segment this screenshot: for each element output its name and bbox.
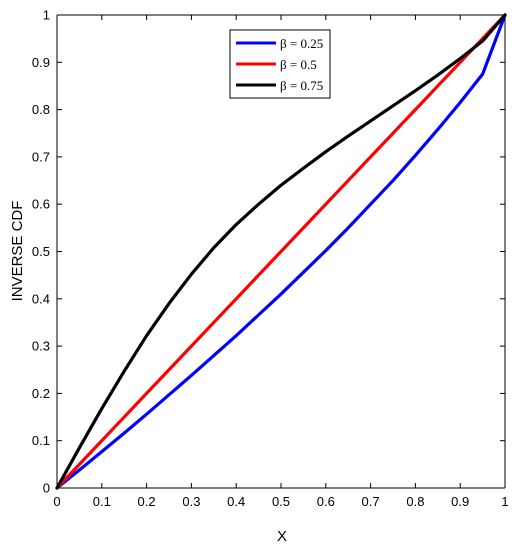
x-tick-label: 0.5 <box>272 494 290 509</box>
series-line-2 <box>55 13 507 490</box>
series-line-1 <box>55 13 507 490</box>
y-tick-label: 0.7 <box>32 149 50 164</box>
legend: β = 0.25 β = 0.5 β = 0.75 <box>229 29 331 99</box>
y-tick-label: 0.1 <box>32 433 50 448</box>
x-tick-label: 0 <box>53 494 60 509</box>
y-axis-title: INVERSE CDF <box>9 201 26 302</box>
x-tick-label: 1 <box>501 494 508 509</box>
y-tick-label: 0.9 <box>32 55 50 70</box>
x-tick-label: 0.6 <box>317 494 335 509</box>
x-tick-label: 0.9 <box>451 494 469 509</box>
x-axis-title: X <box>277 528 287 545</box>
legend-label-1: β = 0.25 <box>280 36 323 51</box>
legend-entry-1: β = 0.25 <box>236 36 323 51</box>
y-tick-label: 0.5 <box>32 244 50 259</box>
y-tick-label: 0 <box>43 481 50 496</box>
legend-entry-3: β = 0.75 <box>236 78 323 93</box>
x-tick-label: 0.2 <box>138 494 156 509</box>
x-tick-label: 0.8 <box>406 494 424 509</box>
y-tick-label: 0.3 <box>32 339 50 354</box>
x-tick-label: 0.1 <box>93 494 111 509</box>
y-tick-label: 0.6 <box>32 197 50 212</box>
x-tick-label: 0.4 <box>227 494 245 509</box>
series-layer <box>55 13 507 490</box>
y-tick-label: 0.8 <box>32 102 50 117</box>
legend-label-3: β = 0.75 <box>280 78 323 93</box>
y-tick-label: 0.2 <box>32 386 50 401</box>
y-tick-label: 0.4 <box>32 291 50 306</box>
legend-label-2: β = 0.5 <box>280 57 317 72</box>
legend-entry-2: β = 0.5 <box>236 57 317 72</box>
series-line-3 <box>55 13 507 490</box>
x-tick-label: 0.7 <box>362 494 380 509</box>
x-tick-label: 0.3 <box>182 494 200 509</box>
y-tick-label: 1 <box>43 8 50 23</box>
tick-layer: 0 0.1 0.2 0.3 0.4 0.5 0.6 0.7 0.8 0.9 1 0 0.1 0.2 0.3 0… <box>32 8 509 510</box>
